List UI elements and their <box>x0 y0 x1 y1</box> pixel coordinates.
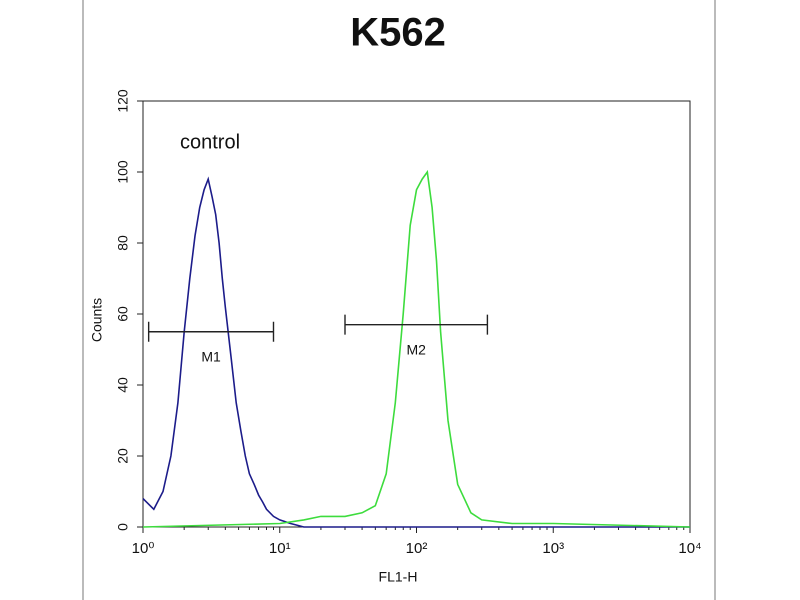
y-tick-label: 60 <box>115 306 131 322</box>
y-tick-label: 20 <box>115 448 131 464</box>
y-tick-label: 100 <box>115 160 131 184</box>
y-axis-label: Counts <box>89 298 105 342</box>
y-tick-label: 0 <box>115 523 131 531</box>
x-axis-label: FL1-H <box>379 569 418 585</box>
plot-frame <box>142 100 691 528</box>
x-tick-label: 10² <box>406 540 428 557</box>
gate-label: M2 <box>406 341 426 357</box>
chart-title: K562 <box>350 11 446 55</box>
x-tick-label: 10⁴ <box>678 540 701 557</box>
annotation: control <box>180 131 240 153</box>
y-tick-label: 80 <box>115 235 131 251</box>
series-line <box>142 169 691 528</box>
x-tick-label: 10⁰ <box>132 540 155 557</box>
x-tick-label: 10¹ <box>269 540 291 557</box>
gate-label: M1 <box>201 348 221 364</box>
y-tick-label: 120 <box>115 89 131 113</box>
x-tick-label: 10³ <box>542 540 564 557</box>
y-tick-label: 40 <box>115 377 131 393</box>
series-line <box>142 176 690 528</box>
